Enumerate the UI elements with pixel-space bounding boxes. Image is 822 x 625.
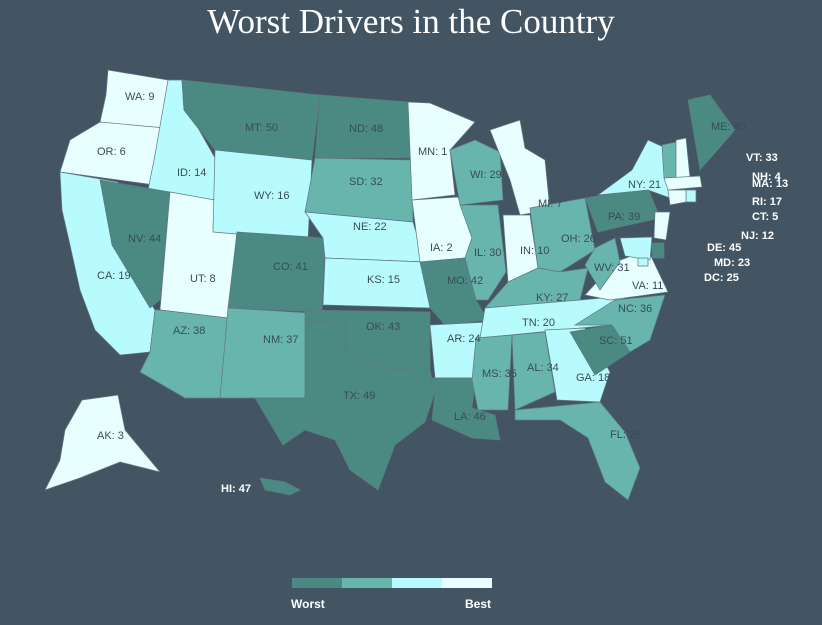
state-label-id: ID: 14	[177, 167, 206, 179]
legend-swatch-4	[442, 578, 492, 588]
state-label-mi: MI: 7	[538, 198, 562, 210]
state-oh[interactable]	[529, 197, 596, 273]
state-label-co: CO: 41	[273, 261, 308, 273]
state-label-ms: MS: 35	[482, 368, 517, 380]
state-de[interactable]	[651, 242, 665, 259]
state-label-wy: WY: 16	[254, 190, 289, 202]
state-tx[interactable]	[254, 319, 436, 491]
state-label-ok: OK: 43	[366, 321, 400, 333]
state-label-il: IL: 30	[474, 247, 502, 259]
state-label-wa: WA: 9	[125, 91, 155, 103]
state-al[interactable]	[511, 331, 556, 411]
state-hi[interactable]	[259, 477, 301, 496]
state-label-hi: HI: 47	[221, 483, 251, 495]
state-me[interactable]	[687, 94, 736, 171]
state-label-az: AZ: 38	[173, 325, 205, 337]
state-label-mt: MT: 50	[245, 122, 278, 134]
state-label-oh: OH: 26	[561, 233, 596, 245]
state-label-ia: IA: 2	[430, 242, 453, 254]
state-label-de: DE: 45	[707, 242, 741, 254]
state-nv[interactable]	[99, 179, 171, 309]
state-label-nd: ND: 48	[349, 123, 383, 135]
state-label-ks: KS: 15	[367, 274, 400, 286]
state-label-nv: NV: 44	[128, 233, 161, 245]
state-label-nj: NJ: 12	[741, 230, 774, 242]
state-ms[interactable]	[471, 334, 513, 411]
state-label-nm: NM: 37	[263, 334, 298, 346]
state-label-la: LA: 46	[454, 411, 486, 423]
state-label-va: VA: 11	[632, 280, 663, 292]
state-label-or: OR: 6	[97, 146, 126, 158]
state-label-fl: FL: 28	[610, 429, 641, 441]
state-label-ma: MA: 13	[752, 178, 788, 190]
state-label-ri: RI: 17	[752, 196, 782, 208]
state-fl[interactable]	[514, 401, 641, 501]
state-wi[interactable]	[449, 139, 504, 206]
legend-best-label: Best	[465, 597, 492, 611]
state-label-md: MD: 23	[714, 257, 750, 269]
state-nj[interactable]	[653, 211, 671, 241]
state-dc[interactable]	[637, 257, 649, 267]
state-ak[interactable]	[44, 394, 161, 491]
state-il[interactable]	[459, 204, 507, 301]
state-label-tx: TX: 49	[343, 390, 375, 402]
state-label-wi: WI: 29	[470, 169, 502, 181]
state-wv[interactable]	[584, 237, 621, 291]
state-ma[interactable]	[663, 175, 703, 191]
state-label-me: ME: 40	[711, 121, 746, 133]
state-ct[interactable]	[667, 189, 687, 206]
legend-swatch-2	[342, 578, 392, 588]
state-label-mo: MO: 42	[447, 275, 483, 287]
legend-swatch-1	[292, 578, 342, 588]
state-label-mn: MN: 1	[418, 146, 447, 158]
state-label-tn: TN: 20	[522, 317, 555, 329]
state-label-ar: AR: 24	[447, 333, 481, 345]
state-label-sc: SC: 51	[599, 335, 633, 347]
state-label-ne: NE: 22	[353, 221, 387, 233]
state-label-ct: CT: 5	[752, 211, 778, 223]
state-label-sd: SD: 32	[349, 176, 383, 188]
state-label-ut: UT: 8	[190, 273, 216, 285]
state-label-wv: WV: 31	[594, 262, 630, 274]
state-label-nh: NH: 4	[752, 171, 782, 183]
state-label-ny: NY: 21	[628, 179, 661, 191]
state-label-al: AL: 34	[527, 362, 559, 374]
state-or[interactable]	[59, 121, 166, 186]
state-label-ca: CA: 19	[97, 270, 131, 282]
state-nc[interactable]	[573, 294, 666, 353]
state-label-vt: VT: 33	[746, 152, 778, 164]
map-title: Worst Drivers in the Country	[207, 2, 615, 41]
legend-swatch-3	[392, 578, 442, 588]
state-label-pa: PA: 39	[608, 211, 640, 223]
state-md[interactable]	[619, 236, 653, 261]
state-label-dc: DC: 25	[704, 272, 739, 284]
state-label-ak: AK: 3	[97, 430, 124, 442]
state-label-in: IN: 10	[520, 245, 549, 257]
state-label-ky: KY: 27	[536, 292, 568, 304]
state-label-nc: NC: 36	[618, 303, 652, 315]
state-label-ga: GA: 18	[576, 372, 610, 384]
legend-worst-label: Worst	[291, 597, 325, 611]
